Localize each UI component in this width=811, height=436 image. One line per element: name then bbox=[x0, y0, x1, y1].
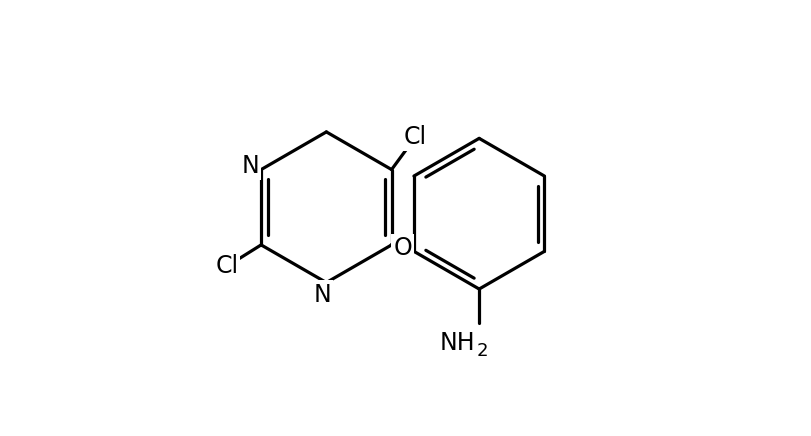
Text: 2: 2 bbox=[475, 341, 487, 360]
Text: N: N bbox=[313, 283, 331, 307]
Text: NH: NH bbox=[440, 331, 475, 355]
Text: N: N bbox=[241, 154, 259, 178]
Text: O: O bbox=[393, 236, 412, 260]
Text: Cl: Cl bbox=[403, 125, 427, 149]
Text: Cl: Cl bbox=[215, 255, 238, 279]
